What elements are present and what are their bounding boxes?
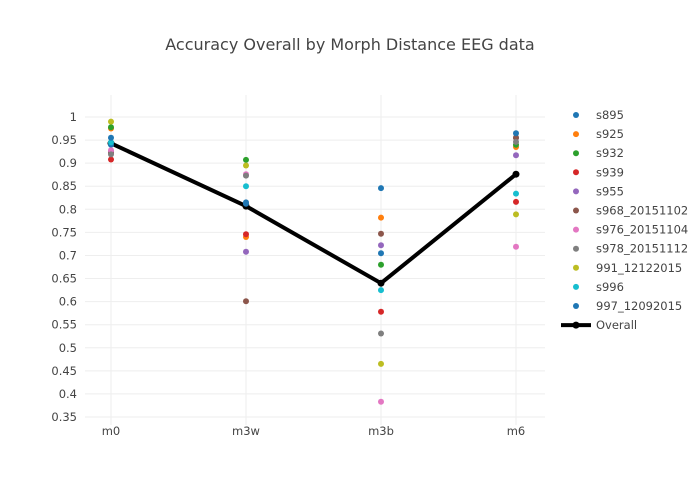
legend-item-s939[interactable]: s939 — [573, 165, 624, 179]
point-s996 — [243, 183, 249, 190]
point-s978_20151112 — [243, 172, 249, 179]
legend-label: s895 — [596, 108, 624, 122]
y-axis-ticks: 0.35 0.4 0.45 0.5 0.55 0.6 0.65 0.7 0.75 0.8 0.85 0… — [51, 110, 77, 424]
y-tick-label: 0.75 — [51, 225, 77, 239]
legend-marker — [573, 283, 579, 290]
legend-item-s895[interactable]: s895 — [573, 108, 624, 122]
point-s968_20151102 — [513, 134, 519, 141]
legend-label: s939 — [596, 165, 624, 179]
point-991_12122015 — [513, 211, 519, 218]
y-tick-label: 0.5 — [59, 341, 77, 355]
point-s955 — [513, 152, 519, 159]
point-s895 — [378, 250, 384, 257]
legend-marker — [573, 226, 579, 233]
point-991_12122015 — [108, 118, 114, 125]
legend-marker — [573, 207, 579, 214]
point-997_12092015 — [108, 134, 114, 141]
legend-label: s925 — [596, 127, 624, 141]
legend-label: s955 — [596, 184, 624, 198]
legend-label: s932 — [596, 146, 624, 160]
y-tick-label: 0.8 — [59, 202, 77, 216]
chart-title: Accuracy Overall by Morph Distance EEG d… — [165, 35, 534, 54]
y-tick-label: 0.6 — [59, 295, 77, 309]
legend-label: Overall — [596, 318, 637, 332]
point-s976_20151104 — [378, 398, 384, 405]
y-tick-label: 0.85 — [51, 179, 77, 193]
legend-item-s976_20151104[interactable]: s976_20151104 — [573, 223, 688, 237]
scatter-points — [108, 118, 519, 405]
y-tick-label: 0.95 — [51, 133, 77, 147]
legend-marker — [573, 245, 579, 252]
point-s939 — [108, 156, 114, 163]
point-s925 — [378, 214, 384, 221]
legend-item-991_12122015[interactable]: 991_12122015 — [573, 261, 682, 275]
legend-marker — [573, 188, 579, 195]
x-axis-ticks: m0 m3w m3b m6 — [102, 424, 526, 438]
point-s968_20151102 — [378, 230, 384, 237]
y-tick-label: 0.9 — [59, 156, 77, 170]
x-tick-label: m3b — [368, 424, 394, 438]
legend-item-s932[interactable]: s932 — [573, 146, 624, 160]
x-tick-label: m3w — [232, 424, 260, 438]
point-s978_20151112 — [378, 330, 384, 337]
grid — [85, 95, 545, 425]
point-s955 — [243, 248, 249, 255]
point-991_12122015 — [243, 162, 249, 169]
overall-line — [110, 141, 518, 286]
y-tick-label: 0.7 — [59, 248, 77, 262]
overall-line-group — [107, 139, 520, 287]
point-s939 — [243, 231, 249, 238]
legend-marker — [572, 321, 580, 329]
y-tick-label: 0.4 — [59, 387, 77, 401]
point-s955 — [378, 242, 384, 249]
legend-label: 991_12122015 — [596, 261, 682, 275]
legend-marker — [573, 150, 579, 157]
legend-marker — [573, 131, 579, 138]
point-s932 — [108, 124, 114, 131]
legend-item-s925[interactable]: s925 — [573, 127, 624, 141]
point-s939 — [513, 198, 519, 205]
point-s976_20151104 — [513, 243, 519, 250]
point-s932 — [243, 156, 249, 163]
legend-label: s996 — [596, 280, 624, 294]
legend-label: s968_20151102 — [596, 204, 688, 218]
point-s978_20151112 — [513, 138, 519, 145]
y-tick-label: 1 — [70, 110, 77, 124]
y-tick-label: 0.55 — [51, 318, 77, 332]
legend-item-s996[interactable]: s996 — [573, 280, 624, 294]
y-tick-label: 0.45 — [51, 364, 77, 378]
y-tick-label: 0.65 — [51, 272, 77, 286]
legend[interactable]: s895 s925 s932 s939 s955 s968_20151102 s976_20… — [561, 108, 688, 332]
legend-marker — [573, 264, 579, 271]
point-s939 — [378, 308, 384, 315]
legend-label: 997_12092015 — [596, 299, 682, 313]
legend-label: s976_20151104 — [596, 223, 688, 237]
y-tick-label: 0.35 — [51, 410, 77, 424]
overall-point — [512, 170, 520, 178]
legend-marker — [573, 303, 579, 309]
point-997_12092015 — [513, 130, 519, 137]
point-s932 — [378, 261, 384, 268]
point-997_12092015 — [243, 200, 249, 207]
point-s976_20151104 — [108, 147, 114, 154]
point-s996 — [513, 190, 519, 197]
overall-point — [377, 279, 385, 287]
legend-marker — [573, 112, 579, 118]
point-997_12092015 — [378, 185, 384, 192]
legend-item-s968_20151102[interactable]: s968_20151102 — [573, 204, 688, 218]
legend-item-overall[interactable]: Overall — [561, 318, 637, 332]
x-tick-label: m0 — [102, 424, 121, 438]
legend-label: s978_20151112 — [596, 242, 688, 256]
x-tick-label: m6 — [507, 424, 526, 438]
legend-item-s955[interactable]: s955 — [573, 184, 624, 198]
legend-item-997_12092015[interactable]: 997_12092015 — [573, 299, 682, 313]
point-s996 — [378, 287, 384, 294]
point-s996 — [108, 139, 114, 146]
point-s968_20151102 — [243, 298, 249, 305]
legend-item-s978_20151112[interactable]: s978_20151112 — [573, 242, 688, 256]
point-991_12122015 — [378, 360, 384, 367]
point-s978_20151112 — [108, 151, 114, 158]
legend-marker — [573, 169, 579, 176]
